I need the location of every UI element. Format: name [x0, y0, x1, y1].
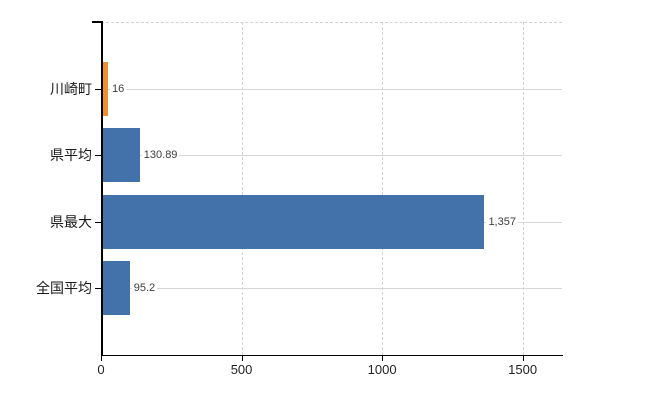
- x-gridline: [382, 22, 384, 355]
- category-tick: [95, 89, 101, 90]
- x-tick-label: 1500: [508, 362, 538, 377]
- category-label: 全国平均: [36, 279, 92, 296]
- x-tick: [241, 355, 243, 361]
- bar: [103, 62, 108, 116]
- bar: [103, 128, 140, 183]
- x-gridline: [241, 22, 243, 355]
- plot-area: [101, 22, 562, 355]
- x-tick: [101, 355, 102, 361]
- x-axis: [101, 355, 563, 356]
- category-label: 県最大: [50, 213, 92, 230]
- category-tick: [95, 155, 101, 157]
- row-gridline: [102, 287, 562, 289]
- value-label: 95.2: [131, 280, 158, 295]
- bar: [103, 260, 130, 315]
- row-gridline: [102, 155, 562, 157]
- x-tick-label: 0: [97, 362, 105, 377]
- y-axis-top-cap: [92, 21, 103, 23]
- x-tick-label: 1000: [367, 362, 397, 377]
- row-gridline: [102, 89, 562, 90]
- value-label: 16: [110, 82, 127, 96]
- bar: [103, 194, 485, 249]
- x-tick-label: 500: [230, 362, 253, 377]
- category-label: 川崎町: [50, 81, 92, 97]
- category-tick: [95, 221, 101, 223]
- x-gridline: [522, 22, 524, 355]
- category-label: 県平均: [50, 147, 92, 164]
- value-label: 130.89: [141, 148, 180, 163]
- x-tick: [522, 355, 524, 361]
- category-tick: [95, 287, 101, 289]
- y-axis: [101, 22, 103, 355]
- x-tick: [382, 355, 384, 361]
- value-label: 1,357: [486, 214, 518, 229]
